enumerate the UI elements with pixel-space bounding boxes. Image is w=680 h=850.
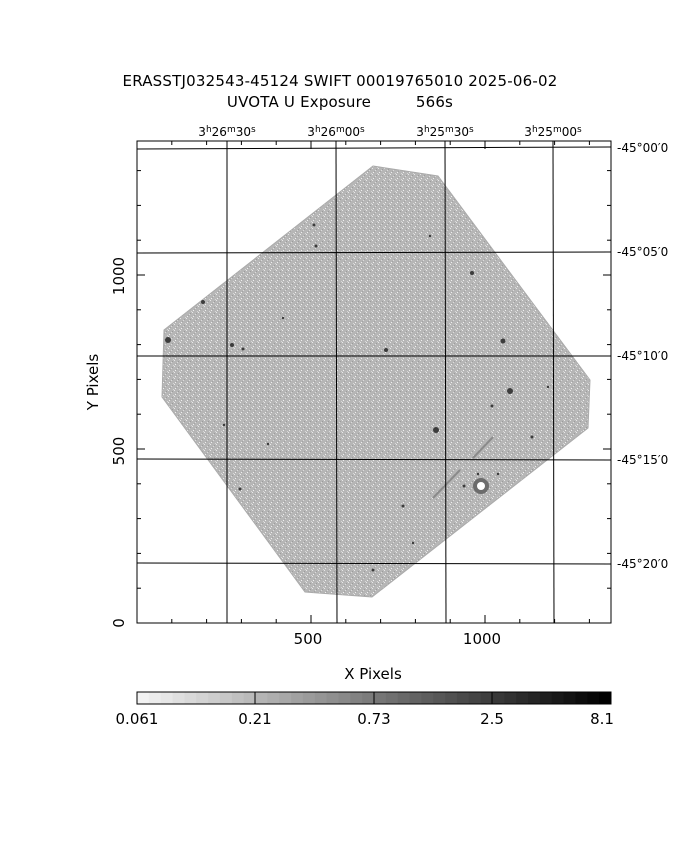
point-source [314, 244, 318, 248]
dec-tick-label: -45°10′0 [617, 349, 668, 363]
ra-tick-label: 3h25m30s [416, 125, 474, 139]
source-layer [165, 223, 550, 572]
grid-line [335, 140, 338, 624]
y-tick-label: 1000 [110, 257, 128, 295]
colorbar-label: 8.1 [590, 710, 614, 728]
dec-tick-label: -45°00′0 [617, 141, 668, 155]
point-source [401, 504, 405, 508]
y-tick-label: 0 [110, 618, 128, 628]
point-source [500, 338, 506, 344]
point-source [281, 316, 285, 320]
x-axis-label: X Pixels [344, 665, 402, 683]
dec-tick-label: -45°05′0 [617, 245, 668, 259]
exposure-value: 566s [415, 93, 454, 111]
point-source [371, 568, 375, 572]
point-source [238, 487, 242, 491]
grid-line [136, 562, 612, 565]
point-source [546, 385, 550, 389]
grid-line [136, 251, 612, 254]
plot-title: ERASSTJ032543-45124 SWIFT 00019765010 20… [122, 72, 558, 90]
point-source [530, 435, 534, 439]
dec-tick-label: -45°15′0 [617, 453, 668, 467]
dec-axis-labels: -45°00′0 -45°05′0 -45°10′0 -45°15′0 -45°20′0 [617, 141, 668, 571]
ra-tick-label: 3h25m00s [524, 125, 582, 139]
point-source [384, 348, 388, 352]
point-source [507, 388, 513, 394]
colorbar-label: 0.061 [116, 710, 159, 728]
point-source [476, 472, 480, 476]
point-source [241, 347, 245, 351]
ra-axis-labels: 3h26m30s 3h26m00s 3h25m30s 3h25m00s [198, 125, 582, 139]
colorbar-label: 0.21 [238, 710, 271, 728]
y-axis-label: Y Pixels [84, 354, 102, 412]
grid-line [136, 458, 612, 461]
colorbar [136, 691, 612, 705]
exposure-label: UVOTA U Exposure [226, 93, 372, 111]
grid-line [444, 140, 447, 624]
ra-tick-label: 3h26m00s [307, 125, 365, 139]
grid-line [136, 146, 612, 150]
point-source [312, 223, 316, 227]
colorbar-label: 2.5 [480, 710, 504, 728]
point-source [230, 343, 234, 347]
point-source [165, 337, 171, 343]
grid-line [552, 140, 555, 624]
point-source [222, 423, 226, 427]
x-tick-label: 500 [294, 630, 323, 648]
point-source [470, 271, 474, 275]
exposure-footprint [161, 165, 591, 598]
coordinate-grid [136, 140, 612, 624]
point-source [428, 234, 432, 238]
bright-source-core [477, 482, 485, 490]
dec-tick-label: -45°20′0 [617, 557, 668, 571]
point-source [433, 427, 439, 433]
readout-streak [432, 469, 461, 499]
point-source [490, 404, 494, 408]
x-tick-label: 1000 [463, 630, 501, 648]
point-source [201, 300, 205, 304]
point-source [496, 472, 500, 476]
point-source [411, 541, 415, 545]
colorbar-label: 0.73 [357, 710, 390, 728]
point-source [266, 442, 270, 446]
ra-tick-label: 3h26m30s [198, 125, 256, 139]
readout-streak [472, 436, 494, 459]
pixel-axis-ticks [136, 141, 611, 624]
plot-frame [136, 140, 612, 624]
y-tick-label: 500 [110, 437, 128, 466]
plot-subtitle: UVOTA U Exposure 566s [0, 93, 680, 111]
point-source [462, 484, 466, 488]
